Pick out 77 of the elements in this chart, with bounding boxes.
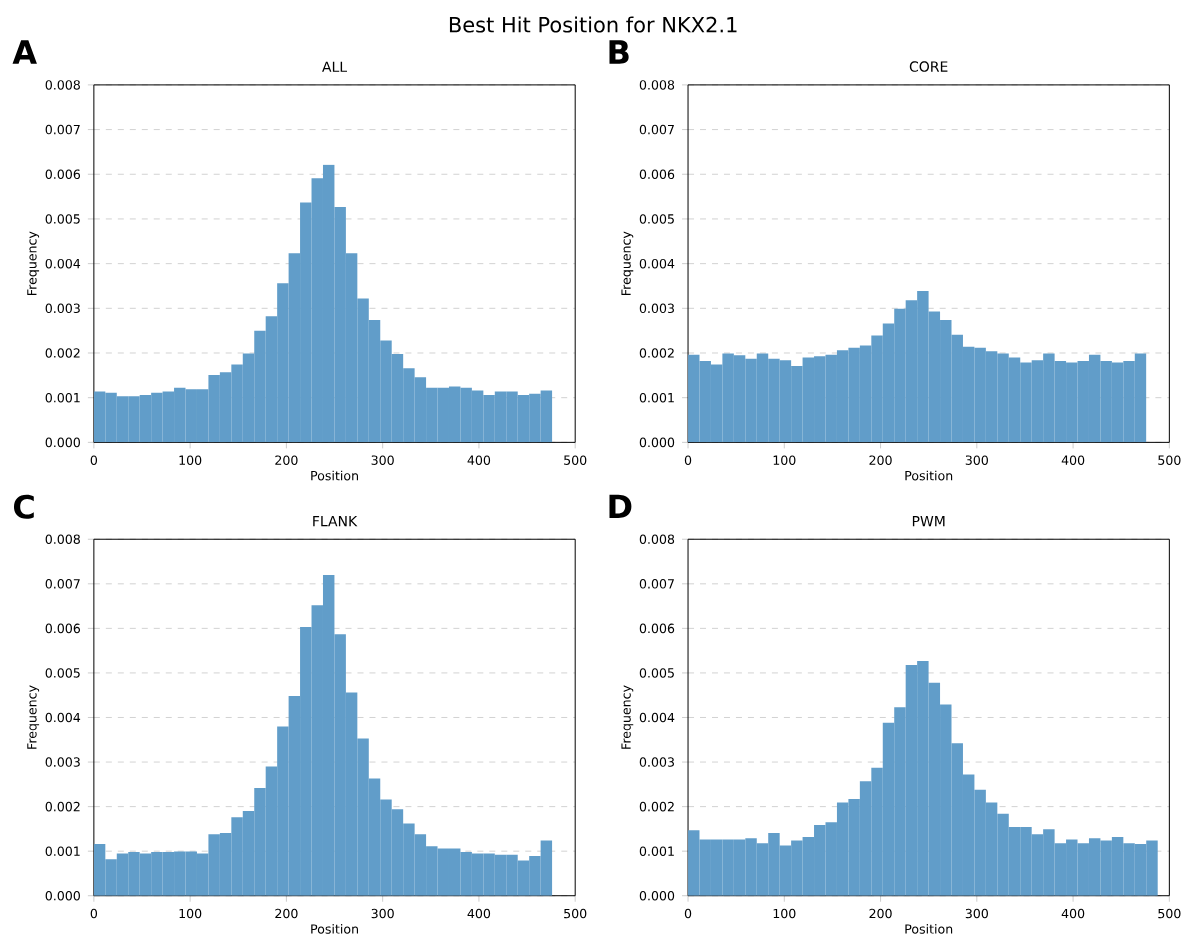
y-axis-title: Frequency bbox=[27, 685, 40, 749]
y-tick-label: 0.000 bbox=[45, 437, 80, 448]
y-tick-label: 0.001 bbox=[639, 846, 674, 857]
y-tick-label: 0.006 bbox=[639, 623, 675, 634]
y-tick-label: 0.007 bbox=[45, 579, 80, 589]
y-tick-label: 0.003 bbox=[45, 757, 80, 767]
text: Best Hit Position for NKX2.1 bbox=[449, 16, 737, 33]
y-tick-label: 0.006 bbox=[45, 623, 81, 634]
x-tick-label: 400 bbox=[1061, 455, 1085, 466]
y-tick-label: 0.002 bbox=[45, 348, 80, 358]
y-tick-label: 0.001 bbox=[639, 393, 674, 403]
y-axis-title: Frequency bbox=[621, 231, 634, 296]
x-tick-label: 200 bbox=[869, 455, 892, 466]
x-tick-label: 400 bbox=[1061, 908, 1085, 919]
y-tick-label: 0.008 bbox=[45, 534, 80, 545]
chart-title: PWM bbox=[912, 516, 945, 527]
x-tick-label: 200 bbox=[275, 455, 298, 466]
y-tick-label: 0.006 bbox=[45, 169, 81, 180]
x-tick-label: 100 bbox=[179, 908, 202, 919]
y-tick-label: 0.007 bbox=[45, 124, 80, 135]
y-tick-label: 0.003 bbox=[639, 303, 674, 314]
y-axis-title: Frequency bbox=[621, 685, 634, 749]
x-tick-label: 0 bbox=[90, 455, 98, 466]
x-tick-label: 500 bbox=[564, 455, 587, 466]
y-tick-label: 0.004 bbox=[45, 259, 81, 269]
chart-title: CORE bbox=[909, 61, 948, 72]
x-axis-title: Position bbox=[905, 470, 953, 481]
x-tick-label: 100 bbox=[179, 455, 202, 466]
y-tick-label: 0.000 bbox=[639, 437, 675, 448]
y-tick-label: 0.004 bbox=[639, 712, 675, 723]
x-tick-label: 300 bbox=[371, 908, 394, 919]
text: A bbox=[12, 40, 37, 64]
y-tick-label: 0.001 bbox=[45, 846, 80, 857]
y-tick-label: 0.004 bbox=[639, 259, 675, 269]
x-tick-label: 500 bbox=[1158, 908, 1181, 919]
x-tick-label: 0 bbox=[684, 455, 692, 466]
y-tick-label: 0.002 bbox=[639, 348, 674, 358]
chart-title: ALL bbox=[322, 61, 348, 73]
x-tick-label: 300 bbox=[965, 455, 988, 466]
x-tick-label: 400 bbox=[467, 455, 491, 466]
text: D bbox=[609, 494, 632, 519]
x-tick-label: 0 bbox=[684, 908, 692, 919]
y-tick-label: 0.007 bbox=[639, 124, 674, 135]
x-tick-label: 100 bbox=[773, 455, 796, 466]
y-tick-label: 0.003 bbox=[45, 303, 80, 314]
y-tick-label: 0.005 bbox=[639, 214, 674, 224]
y-tick-label: 0.002 bbox=[639, 802, 674, 812]
text: B bbox=[609, 40, 629, 64]
x-tick-label: 100 bbox=[773, 908, 796, 919]
y-tick-label: 0.008 bbox=[639, 80, 675, 90]
y-tick-label: 0.005 bbox=[45, 214, 80, 224]
x-tick-label: 300 bbox=[371, 455, 394, 466]
y-tick-label: 0.000 bbox=[639, 891, 675, 901]
y-tick-label: 0.008 bbox=[639, 534, 675, 545]
x-tick-label: 300 bbox=[965, 908, 988, 919]
y-tick-label: 0.004 bbox=[45, 712, 81, 723]
y-tick-label: 0.007 bbox=[639, 579, 674, 589]
x-axis-title: Position bbox=[311, 924, 358, 934]
y-tick-label: 0.000 bbox=[45, 891, 80, 901]
y-tick-label: 0.005 bbox=[45, 668, 80, 678]
chart-title: FLANK bbox=[313, 516, 358, 527]
x-tick-label: 0 bbox=[90, 908, 98, 919]
x-tick-label: 400 bbox=[467, 908, 491, 919]
text: C bbox=[13, 494, 34, 520]
y-tick-label: 0.002 bbox=[45, 802, 80, 812]
x-axis-title: Position bbox=[905, 924, 953, 934]
y-tick-label: 0.005 bbox=[639, 668, 674, 678]
y-axis-title: Frequency bbox=[27, 231, 40, 296]
x-axis-title: Position bbox=[311, 470, 358, 481]
y-tick-label: 0.008 bbox=[45, 80, 80, 90]
y-tick-label: 0.006 bbox=[639, 169, 675, 180]
y-tick-label: 0.003 bbox=[639, 757, 674, 767]
x-tick-label: 200 bbox=[869, 908, 892, 919]
x-tick-label: 500 bbox=[564, 908, 587, 919]
x-tick-label: 500 bbox=[1158, 455, 1181, 466]
y-tick-label: 0.001 bbox=[45, 393, 80, 403]
x-tick-label: 200 bbox=[275, 908, 298, 919]
